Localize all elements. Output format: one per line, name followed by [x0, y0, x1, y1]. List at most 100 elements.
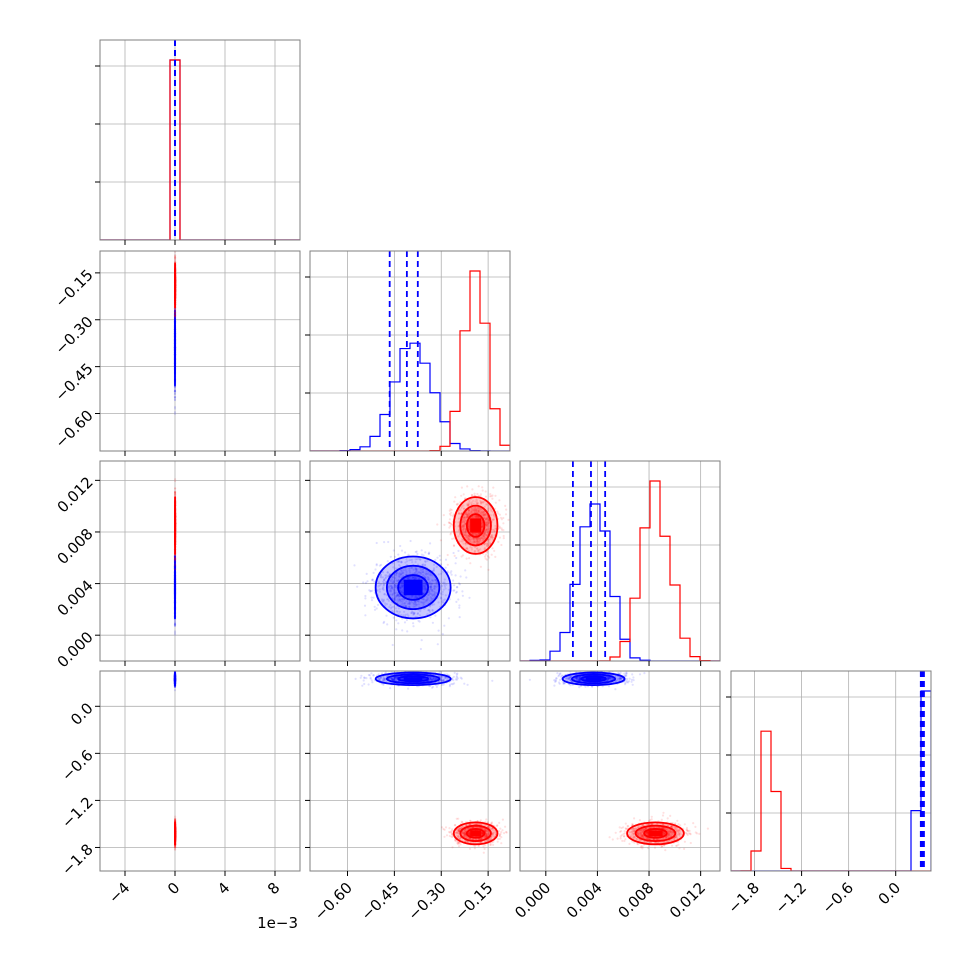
sample-point	[473, 541, 476, 544]
sample-point	[442, 599, 445, 602]
sample-point	[412, 622, 415, 625]
sample-point	[383, 579, 386, 582]
sample-point	[382, 579, 386, 582]
sample-point	[173, 398, 177, 401]
sample-point	[473, 509, 476, 512]
sample-point	[419, 647, 422, 651]
sample-point	[482, 533, 485, 536]
sample-point	[397, 560, 400, 563]
sample-point	[431, 594, 434, 597]
sample-point	[477, 509, 480, 512]
sample-point	[479, 537, 482, 540]
sample-point	[398, 610, 401, 614]
sample-point	[383, 583, 386, 586]
sample-point	[174, 490, 177, 493]
sample-point	[410, 611, 413, 615]
sample-point	[173, 385, 177, 388]
sample-point	[461, 537, 464, 541]
sample-point	[442, 581, 445, 584]
sample-point	[174, 309, 177, 312]
sample-point	[400, 549, 404, 552]
sample-point	[174, 313, 177, 317]
sample-point	[433, 593, 436, 596]
sample-point	[174, 491, 177, 495]
sample-point	[173, 623, 177, 626]
sample-point	[392, 581, 395, 585]
sample-point	[462, 525, 465, 528]
sample-point	[427, 594, 430, 597]
sample-point	[399, 586, 402, 590]
sample-point	[415, 576, 418, 579]
sample-point	[416, 600, 419, 603]
sample-point	[394, 585, 397, 588]
sample-point	[463, 517, 466, 520]
sample-point	[485, 516, 488, 519]
sample-point	[173, 490, 177, 494]
sample-point	[393, 589, 396, 592]
sample-point	[174, 314, 177, 318]
sample-point	[431, 609, 434, 612]
sample-point	[381, 599, 384, 602]
sample-point	[376, 603, 380, 607]
sample-point	[400, 570, 403, 573]
sample-point	[173, 386, 177, 389]
sample-point	[173, 387, 177, 390]
sample-point	[396, 598, 399, 601]
sample-point	[173, 398, 177, 402]
sample-point	[481, 511, 484, 515]
sample-point	[412, 605, 415, 608]
sample-point	[461, 524, 465, 527]
sample-point	[420, 553, 423, 556]
sample-point	[466, 513, 469, 517]
sample-point	[174, 260, 177, 263]
sample-point	[408, 601, 411, 604]
sample-point	[393, 597, 396, 601]
sample-point	[472, 537, 475, 540]
sample-point	[401, 629, 404, 632]
sample-point	[408, 569, 411, 572]
sample-point	[443, 598, 446, 601]
sample-point	[431, 621, 434, 624]
sample-point	[457, 521, 460, 524]
sample-point	[482, 500, 485, 503]
sample-point	[463, 507, 466, 510]
sample-point	[406, 602, 409, 605]
sample-point	[173, 395, 177, 398]
sample-point	[174, 308, 177, 311]
sample-point	[414, 577, 417, 580]
sample-point	[174, 479, 177, 483]
sample-point	[174, 556, 177, 559]
sample-point	[435, 585, 438, 588]
sample-point	[457, 529, 460, 532]
sample-point	[464, 497, 467, 500]
sample-point	[435, 580, 438, 584]
sample-point	[389, 589, 392, 592]
sample-point	[428, 551, 431, 554]
sample-point	[419, 610, 422, 613]
sample-point	[483, 533, 487, 536]
sample-point	[422, 587, 425, 590]
sample-point	[174, 554, 177, 557]
sample-point	[410, 601, 413, 604]
sample-point	[440, 584, 444, 588]
sample-point	[400, 561, 403, 564]
sample-point	[380, 598, 384, 601]
sample-point	[174, 557, 177, 560]
sample-point	[462, 504, 465, 507]
sample-point	[430, 593, 433, 596]
sample-point	[474, 510, 477, 513]
sample-point	[416, 612, 419, 616]
sample-point	[380, 576, 383, 579]
sample-point	[483, 514, 486, 517]
sample-point	[394, 591, 397, 594]
sample-point	[433, 592, 436, 596]
sample-point	[397, 575, 400, 578]
sample-point	[380, 563, 383, 567]
sample-point	[174, 493, 177, 496]
sample-point	[391, 643, 394, 647]
sample-point	[491, 510, 494, 513]
sample-point	[378, 590, 381, 593]
sample-point	[173, 411, 177, 414]
sample-point	[386, 598, 389, 601]
sample-point	[382, 587, 385, 590]
